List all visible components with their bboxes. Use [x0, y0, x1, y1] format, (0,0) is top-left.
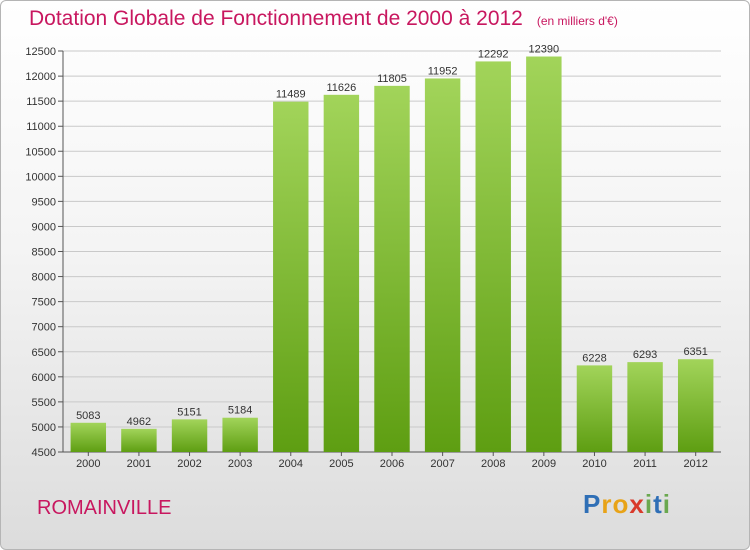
y-tick-label: 5500: [32, 397, 56, 409]
bar-value-label: 5184: [228, 405, 252, 417]
x-tick-label: 2003: [228, 458, 252, 470]
bar: [70, 422, 107, 452]
x-tick-label: 2005: [329, 458, 353, 470]
logo-letter: x: [629, 489, 645, 519]
logo-letter: t: [653, 489, 663, 519]
bar-value-label: 11626: [326, 82, 356, 94]
bars: [70, 56, 714, 453]
x-tick-label: 2006: [380, 458, 404, 470]
bar-value-label: 11952: [428, 65, 458, 77]
bar: [475, 61, 511, 453]
commune-name: ROMAINVILLE: [37, 497, 172, 519]
y-tick-label: 9000: [32, 221, 56, 233]
logo-letter: i: [662, 489, 671, 519]
unit-note: (en milliers d'€): [536, 14, 618, 28]
y-tick-label: 8000: [32, 272, 56, 284]
y-tick-label: 10000: [25, 171, 56, 183]
x-tick-label: 2002: [177, 458, 201, 470]
y-tick-label: 8500: [32, 247, 56, 259]
chart-title-text: Dotation Globale de Fonctionnement de 20…: [29, 7, 523, 30]
bar-value-label: 6228: [582, 352, 606, 364]
y-tick-label: 5000: [32, 422, 56, 434]
x-tick-label: 2007: [430, 458, 454, 470]
bar-value-label: 5151: [177, 406, 201, 418]
bar: [627, 362, 663, 452]
y-tick-label: 12500: [25, 46, 56, 58]
y-tick-label: 7500: [32, 297, 56, 309]
labels: 4500 5000 5500 6000 6500 7000 7500 8000 8500 9000…: [25, 44, 708, 470]
y-tick-label: 12000: [25, 71, 56, 83]
bar: [526, 56, 562, 453]
x-tick-label: 2000: [76, 458, 100, 470]
x-tick-label: 2001: [127, 458, 151, 470]
bar: [121, 428, 157, 452]
x-tick-label: 2009: [532, 458, 556, 470]
bar-value-label: 11805: [377, 73, 407, 85]
bar: [222, 417, 258, 452]
bar-value-label: 11489: [276, 89, 306, 101]
bar-value-label: 4962: [127, 416, 151, 428]
y-tick-label: 9500: [32, 196, 56, 208]
logo-letter: P: [583, 489, 602, 519]
x-tick-label: 2008: [481, 458, 505, 470]
bar: [424, 78, 461, 452]
x-tick-label: 2010: [582, 458, 606, 470]
chart-title: Dotation Globale de Fonctionnement de 20…: [29, 7, 618, 31]
proxiti-logo: Proxiti: [583, 489, 671, 520]
bar-value-label: 12390: [529, 44, 560, 56]
y-tick-label: 7000: [32, 322, 56, 334]
logo-letter: o: [612, 489, 630, 519]
logo-letter: r: [601, 489, 613, 519]
bar: [273, 101, 309, 452]
bar-value-label: 6351: [683, 346, 707, 358]
logo-letter: i: [644, 489, 654, 519]
bar: [171, 419, 208, 452]
bar-value-label: 12292: [478, 48, 509, 60]
y-tick-label: 11500: [26, 96, 56, 108]
bar-value-label: 5083: [76, 410, 100, 422]
bar: [374, 85, 410, 452]
bar: [677, 359, 714, 452]
bar: [323, 94, 360, 452]
y-tick-label: 11000: [26, 121, 56, 133]
bar-value-label: 6293: [633, 349, 657, 361]
y-tick-label: 10500: [25, 146, 56, 158]
y-tick-label: 4500: [32, 447, 56, 459]
x-tick-label: 2011: [633, 458, 657, 470]
y-tick-label: 6000: [32, 372, 56, 384]
bar: [576, 365, 613, 452]
x-tick-label: 2012: [683, 458, 707, 470]
y-tick-label: 6500: [32, 347, 56, 359]
x-tick-label: 2004: [279, 458, 303, 470]
